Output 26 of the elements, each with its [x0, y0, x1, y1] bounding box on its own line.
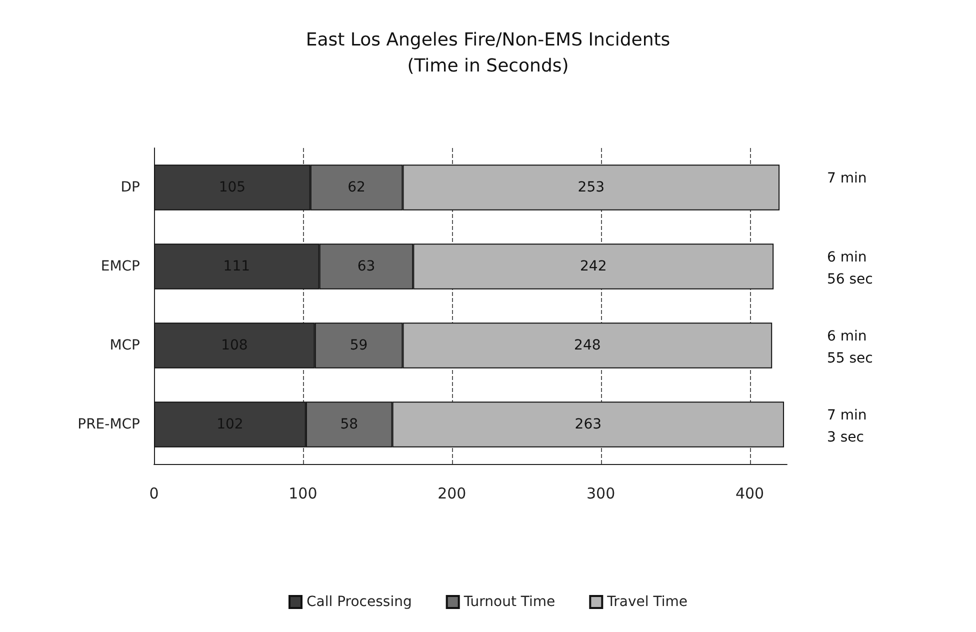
y-tick-label: DP	[120, 180, 140, 196]
text: 7 min	[827, 170, 867, 186]
data-label: 59	[350, 338, 368, 354]
data-label: 63	[357, 258, 376, 274]
legend-label: Travel Time	[606, 594, 688, 610]
text: 7 min 3 sec	[827, 408, 867, 446]
chart-subtitle: (Time in Seconds)	[407, 56, 569, 76]
text: 6 min 56 sec	[827, 250, 873, 288]
y-tick-label: MCP	[110, 338, 140, 354]
data-label: 242	[580, 258, 607, 274]
x-tick-label: 200	[438, 484, 466, 502]
y-tick-label: PRE-MCP	[78, 416, 140, 432]
data-label: 263	[574, 416, 602, 432]
chart-title: East Los Angeles Fire/Non-EMS Incidents	[306, 30, 670, 50]
x-tick-label: 300	[586, 484, 616, 502]
y-tick-label: EMCP	[100, 258, 140, 274]
data-label: 248	[574, 338, 601, 354]
text: 6 min 55 sec	[827, 328, 873, 366]
x-tick-label: 400	[735, 484, 764, 502]
legend-label: Turnout Time	[462, 594, 556, 610]
data-label: 62	[348, 180, 366, 196]
data-label: 58	[340, 416, 358, 432]
x-tick-label: 0	[149, 484, 159, 502]
x-tick-label: 100	[288, 484, 318, 502]
legend-label: Call Processing	[306, 594, 412, 610]
data-label: 253	[578, 180, 605, 196]
